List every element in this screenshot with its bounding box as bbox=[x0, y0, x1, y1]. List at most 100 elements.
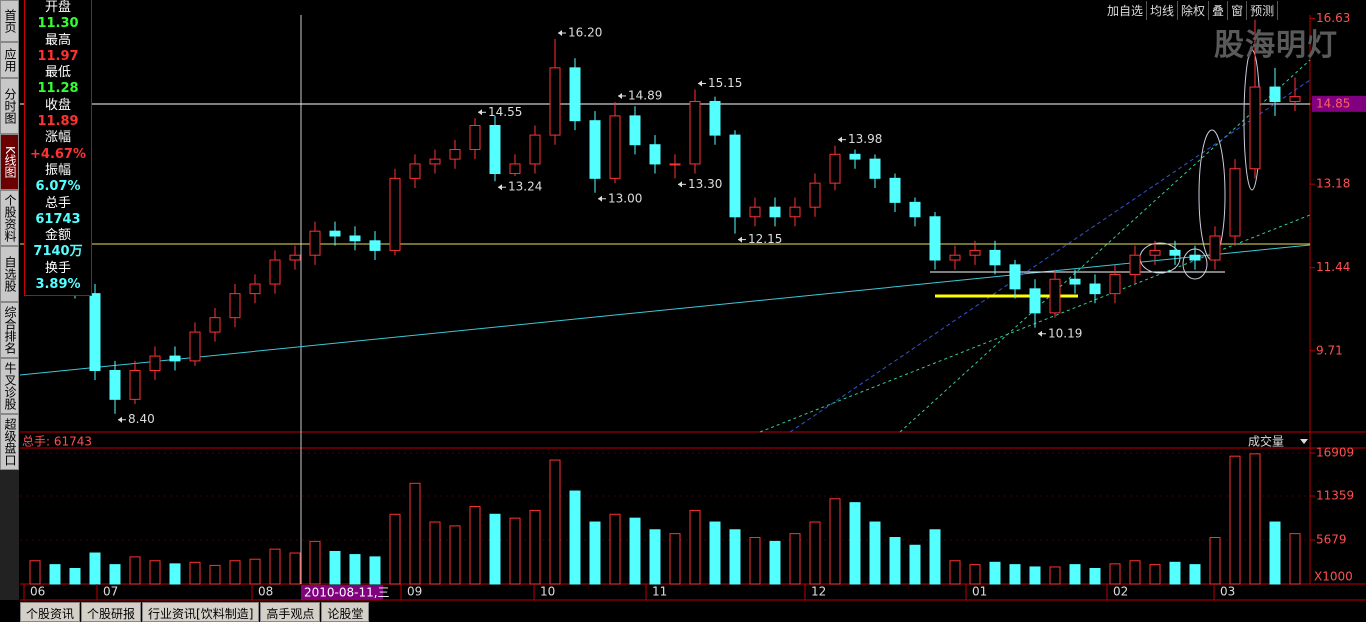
x-tick-label: 10 bbox=[540, 585, 555, 599]
bottom-tab[interactable]: 行业资讯[饮料制造] bbox=[142, 602, 260, 622]
candle-body bbox=[949, 254, 961, 261]
info-label: 收盘 bbox=[44, 97, 71, 113]
volume-bar bbox=[889, 537, 901, 585]
sidebar-tab[interactable]: 应用 bbox=[0, 42, 19, 78]
candle-body bbox=[1289, 96, 1301, 102]
sidebar-tab[interactable]: 分时图 bbox=[0, 78, 19, 134]
volume-bar bbox=[869, 521, 881, 585]
volume-bar bbox=[509, 517, 521, 585]
volume-bar bbox=[409, 482, 421, 585]
volume-bar bbox=[109, 564, 121, 585]
trend-line bbox=[19, 244, 1311, 376]
candle-body bbox=[1249, 86, 1261, 170]
volume-header: 总手: 61743 bbox=[22, 435, 92, 449]
sidebar-tab[interactable]: K线图 bbox=[0, 134, 19, 190]
volume-bar bbox=[129, 556, 141, 585]
volume-bar bbox=[1069, 564, 1081, 585]
x-tick-label: 09 bbox=[407, 585, 422, 599]
volume-bar bbox=[929, 529, 941, 585]
volume-bar bbox=[1249, 453, 1261, 585]
y-tick-label: 13.18 bbox=[1316, 177, 1350, 191]
y-tick-label: 9.71 bbox=[1316, 343, 1343, 357]
toolbar-button[interactable]: 加自选 bbox=[1104, 1, 1148, 20]
volume-bar bbox=[989, 561, 1001, 585]
candle-body bbox=[449, 149, 461, 160]
volume-bar bbox=[689, 509, 701, 585]
info-value: 11.30 bbox=[37, 16, 79, 32]
volume-bar bbox=[549, 459, 561, 585]
volume-bar bbox=[609, 513, 621, 585]
current-price-box bbox=[1312, 95, 1366, 112]
volume-bar bbox=[229, 560, 241, 585]
volume-bar bbox=[1149, 564, 1161, 585]
toolbar-button[interactable]: 预测 bbox=[1247, 1, 1279, 20]
bottom-tab[interactable]: 高手观点 bbox=[260, 602, 321, 622]
candle-body bbox=[589, 120, 601, 179]
annotation-label: 13.00 bbox=[608, 191, 642, 205]
bottom-tab[interactable]: 个股资讯 bbox=[20, 602, 81, 622]
annotation-label: 14.89 bbox=[628, 88, 662, 102]
info-value: 61743 bbox=[35, 211, 81, 227]
toolbar-button[interactable]: 均线 bbox=[1147, 1, 1179, 20]
candle-body bbox=[809, 182, 821, 208]
volume-bar bbox=[569, 490, 581, 585]
candle-body bbox=[1129, 254, 1141, 275]
candle-body bbox=[169, 355, 181, 362]
candle-body bbox=[1189, 254, 1201, 261]
y-tick-label: 5679 bbox=[1316, 533, 1347, 547]
y-tick-label: 11359 bbox=[1316, 489, 1354, 503]
x-tick-label: 06 bbox=[30, 585, 45, 599]
x-tick-label: 12 bbox=[811, 585, 826, 599]
annotation-label: 13.30 bbox=[688, 177, 722, 191]
toolbar-button[interactable]: 窗 bbox=[1228, 1, 1248, 20]
candle-body bbox=[289, 254, 301, 261]
toolbar: 加自选 均线 除权叠窗预测 bbox=[1104, 1, 1279, 20]
sidebar-tab[interactable]: 牛叉诊股 bbox=[0, 358, 19, 414]
volume-bar bbox=[149, 560, 161, 585]
sidebar-tab[interactable]: 综合排名 bbox=[0, 302, 19, 358]
candle-body bbox=[1089, 283, 1101, 295]
dropdown-arrow[interactable] bbox=[1300, 439, 1308, 444]
volume-bar bbox=[469, 506, 481, 585]
sidebar-tab[interactable]: 超级盘口 bbox=[0, 414, 19, 470]
candle-body bbox=[829, 153, 841, 184]
info-label: 最低 bbox=[44, 65, 71, 81]
info-value: 11.89 bbox=[37, 114, 79, 130]
volume-bar bbox=[289, 552, 301, 585]
annotation-arrow-head bbox=[618, 92, 622, 99]
candle-body bbox=[669, 163, 681, 166]
annotation-arrow-head bbox=[478, 109, 482, 116]
candle-body bbox=[249, 283, 261, 295]
sidebar-tab[interactable]: 自选股 bbox=[0, 246, 19, 302]
volume-bar bbox=[949, 560, 961, 585]
candle-body bbox=[749, 206, 761, 218]
info-label: 振幅 bbox=[44, 162, 71, 178]
candle-body bbox=[209, 317, 221, 333]
x-tick-label: 11 bbox=[652, 585, 667, 599]
candle-body bbox=[409, 163, 421, 179]
info-value: 11.97 bbox=[37, 48, 79, 64]
bottom-tab[interactable]: 个股研报 bbox=[81, 602, 142, 622]
y-tick-label: 11.44 bbox=[1316, 260, 1350, 274]
sidebar-tab[interactable]: 首页 bbox=[0, 0, 19, 42]
candle-body bbox=[969, 249, 981, 256]
info-label: 换手 bbox=[44, 260, 71, 276]
toolbar-button[interactable]: 叠 bbox=[1209, 1, 1229, 20]
volume-bar bbox=[69, 568, 81, 585]
candle-body bbox=[469, 124, 481, 151]
info-label: 最高 bbox=[44, 32, 71, 48]
indicator-select[interactable]: 成交量 bbox=[1248, 434, 1284, 449]
volume-bar bbox=[529, 509, 541, 585]
volume-bar bbox=[829, 498, 841, 585]
toolbar-button[interactable]: 除权 bbox=[1178, 1, 1210, 20]
candle-body bbox=[489, 124, 501, 175]
volume-bar bbox=[169, 563, 181, 585]
volume-bar bbox=[1229, 455, 1241, 585]
candle-body bbox=[849, 153, 861, 160]
volume-bar bbox=[849, 502, 861, 585]
bottom-tab[interactable]: 论股堂 bbox=[321, 602, 370, 622]
candle-body bbox=[649, 144, 661, 165]
sidebar-tab[interactable]: 个股资料 bbox=[0, 190, 19, 246]
